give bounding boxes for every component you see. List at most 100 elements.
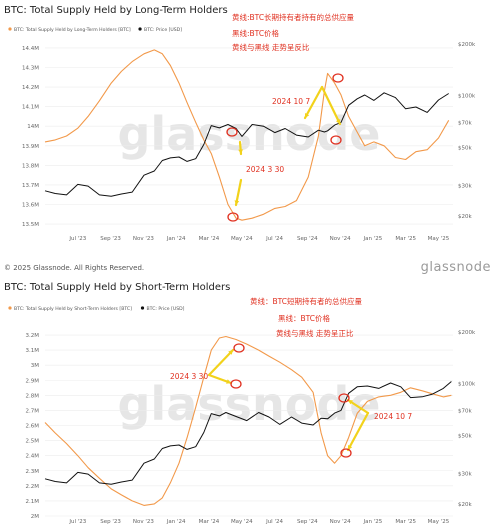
lth-annotation: 黑线:BTC价格 <box>232 28 280 38</box>
lth-y-left-tick: 13.8M <box>22 163 39 169</box>
sth-x-tick: Mar '25 <box>395 519 416 525</box>
sth-x-tick: Sep '23 <box>100 519 121 525</box>
lth-y-left-tick: 14.2M <box>22 85 39 91</box>
lth-y-left-tick: 13.5M <box>22 222 39 228</box>
sth-y-left-tick: 2.8M <box>26 393 40 399</box>
sth-x-tick: Mar '24 <box>199 519 220 525</box>
sth-x-tick: May '24 <box>231 519 253 525</box>
lth-highlight-circle <box>227 212 239 222</box>
sth-x-tick: Nov '23 <box>133 519 154 525</box>
sth-y-right-tick: $30k <box>458 472 472 478</box>
sth-legend-swatch-holders <box>8 306 12 310</box>
sth-annotation-arrowhead <box>348 445 353 450</box>
lth-x-tick: Nov '23 <box>133 236 154 242</box>
lth-x-tick: May '24 <box>231 236 253 242</box>
sth-x-tick: Nov '24 <box>330 519 351 525</box>
lth-legend-holders: BTC: Total Supply Held by Long-Term Hold… <box>14 27 131 33</box>
sth-price-line <box>44 381 452 485</box>
lth-y-left-tick: 14.4M <box>22 46 39 52</box>
sth-annotation-arrowhead <box>226 379 231 384</box>
lth-highlight-circle <box>226 127 238 137</box>
sth-highlight-circle <box>340 448 352 458</box>
sth-y-right-tick: $20k <box>458 502 472 508</box>
lth-chart-title: BTC: Total Supply Held by Long-Term Hold… <box>4 5 228 16</box>
sth-highlight-circle <box>230 379 242 389</box>
sth-y-left-tick: 2.5M <box>26 439 40 445</box>
sth-annotation: 2024 3 30 <box>170 372 208 381</box>
sth-y-left-tick: 2M <box>31 514 39 520</box>
sth-highlight-circle <box>338 393 350 403</box>
sth-annotation-arrowhead <box>348 400 353 405</box>
sth-y-right-tick: $50k <box>458 433 472 439</box>
sth-y-left-tick: 2.9M <box>26 378 40 384</box>
lth-watermark: glassnode <box>118 107 381 161</box>
sth-x-tick: May '25 <box>428 519 450 525</box>
sth-y-left-tick: 2.7M <box>26 408 40 414</box>
sth-watermark: glassnode <box>118 377 381 431</box>
lth-y-right-tick: $50k <box>458 145 472 151</box>
sth-x-tick: Jan '25 <box>363 519 383 525</box>
sth-x-tick: Jul '24 <box>265 519 283 525</box>
sth-annotation-arrow <box>207 348 235 377</box>
lth-price-line <box>44 92 449 197</box>
sth-y-right-tick: $70k <box>458 408 472 414</box>
lth-x-tick: Sep '24 <box>297 236 318 242</box>
sth-y-left-tick: 2.1M <box>26 499 40 505</box>
lth-x-tick: Jul '24 <box>265 236 283 242</box>
lth-x-tick: Mar '24 <box>199 236 220 242</box>
sth-annotation: 黑线：BTC价格 <box>278 313 331 323</box>
sth-y-left-tick: 2.6M <box>26 424 40 430</box>
lth-y-right-tick: $100k <box>458 94 476 100</box>
lth-y-left-tick: 13.7M <box>22 183 39 189</box>
sth-y-left-tick: 3.1M <box>26 348 40 354</box>
lth-y-left-tick: 14.3M <box>22 65 39 71</box>
sth-y-right-tick: $100k <box>458 382 476 388</box>
lth-x-tick: Jul '23 <box>68 236 86 242</box>
sth-y-left-tick: 3M <box>31 363 39 369</box>
lth-y-right-tick: $200k <box>458 42 476 48</box>
sth-legend-holders: BTC: Total Supply Held by Short-Term Hol… <box>14 306 132 312</box>
sth-annotation-arrow <box>346 411 370 452</box>
lth-y-right-tick: $20k <box>458 214 472 220</box>
sth-x-tick: Sep '24 <box>297 519 318 525</box>
lth-legend-swatch-holders <box>8 27 12 31</box>
lth-annotation-arrowhead <box>305 113 310 118</box>
sth-y-left-tick: 2.3M <box>26 469 40 475</box>
sth-y-left-tick: 3.2M <box>26 333 40 339</box>
lth-annotation-arrowhead <box>335 119 341 124</box>
lth-x-tick: May '25 <box>428 236 450 242</box>
lth-annotation: 2024 10 7 <box>272 97 310 106</box>
lth-chart: glassnode 13.5M 13.6M 13.7M 13.8M 13.9M 14M 14.… <box>8 12 476 242</box>
lth-y-left-tick: 14.1M <box>22 105 39 111</box>
sth-annotation: 黄线：BTC短期持有者的总供应量 <box>250 296 363 306</box>
lth-y-left-tick: 13.9M <box>22 144 39 150</box>
lth-highlight-circle <box>332 73 344 83</box>
lth-annotation: 黄线与黑线 走势呈反比 <box>232 42 310 52</box>
lth-annotation-arrowhead <box>234 200 240 205</box>
lth-y-left-tick: 13.6M <box>22 203 39 209</box>
sth-chart-panel: BTC: Total Supply Held by Short-Term Hol… <box>0 280 499 529</box>
lth-annotation-arrow <box>320 85 342 126</box>
lth-y-left-tick: 14M <box>27 124 39 130</box>
sth-chart-title: BTC: Total Supply Held by Short-Term Hol… <box>4 282 231 293</box>
sth-x-tick: Jan '24 <box>166 519 186 525</box>
sth-chart: glassnode 2M 2.1M 2.2M 2.3M 2.4M 2.5M 2.6M 2.7M 2… <box>8 296 476 525</box>
lth-legend-swatch-price <box>138 27 142 31</box>
lth-annotation: 2024 3 30 <box>246 165 284 174</box>
sth-annotation: 2024 10 7 <box>374 412 412 421</box>
sth-y-right-tick: $200k <box>458 330 476 336</box>
lth-x-tick: Mar '25 <box>395 236 416 242</box>
lth-y-right-tick: $30k <box>458 184 472 190</box>
lth-x-tick: Jan '24 <box>166 236 186 242</box>
lth-x-tick: Jan '25 <box>363 236 383 242</box>
lth-chart-panel: BTC: Total Supply Held by Long-Term Hold… <box>0 0 499 262</box>
lth-annotation-arrow <box>303 85 324 120</box>
sth-legend-swatch-price <box>140 306 145 310</box>
lth-annotation: 黄线:BTC长期持有者持有的总供应量 <box>232 12 355 22</box>
sth-highlight-circle <box>233 343 245 353</box>
glassnode-logo: glassnode <box>420 260 491 275</box>
copyright-footer: © 2025 Glassnode. All Rights Reserved. <box>4 264 145 272</box>
lth-supply-line <box>44 49 450 221</box>
lth-x-tick: Nov '24 <box>330 236 351 242</box>
sth-y-left-tick: 2.4M <box>26 454 40 460</box>
